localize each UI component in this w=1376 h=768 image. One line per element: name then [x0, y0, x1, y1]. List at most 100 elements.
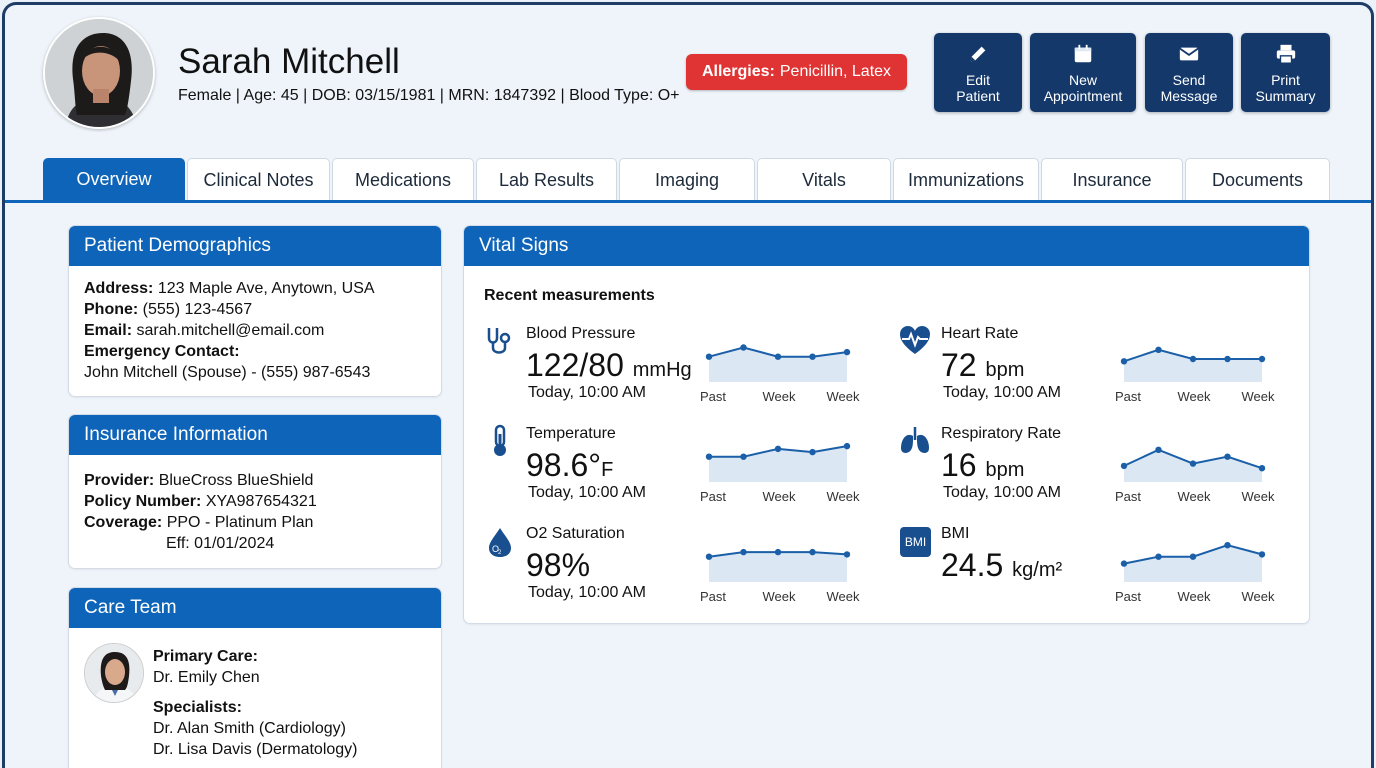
tab-overview[interactable]: Overview [43, 158, 185, 200]
print-summary-label-1: Print [1271, 72, 1300, 88]
policy-row: Policy Number: XYA987654321 [84, 491, 441, 512]
blood-pressure-trend-point-4 [809, 353, 816, 360]
blood-pressure-unit: mmHg [632, 359, 692, 381]
tab-medications[interactable]: Medications [332, 158, 474, 202]
coverage-row: Coverage: PPO - Platinum Plan [84, 512, 441, 533]
o2-saturation-axis-label-2: Week [763, 589, 796, 604]
coverage-value: PPO - Platinum Plan [166, 514, 314, 531]
temperature-unit: F [601, 459, 614, 481]
tab-lab-results[interactable]: Lab Results [476, 158, 617, 202]
edit-patient-button[interactable]: Edit Patient [934, 33, 1022, 112]
care-team-card: Care Team Primary Care: Dr. Emily Chen S… [68, 587, 442, 768]
blood-pressure-trend-point-3 [774, 353, 782, 360]
send-message-button[interactable]: Send Message [1145, 33, 1233, 112]
allergy-value: Penicillin, Latex [779, 63, 892, 80]
specialists-label-text: Specialists: [153, 699, 242, 716]
bmi-trend-point-5 [1258, 551, 1266, 558]
bmi-axis-label-2: Week [1178, 589, 1211, 604]
primary-care-label-text: Primary Care: [153, 648, 258, 665]
patient-avatar [43, 17, 155, 129]
doctor-avatar [84, 643, 144, 703]
thermometer-icon [494, 424, 506, 456]
emergency-value: John Mitchell (Spouse) - (555) 987-6543 [84, 364, 371, 381]
vitals-subtitle: Recent measurements [484, 287, 655, 304]
heart-rate-time: Today, 10:00 AM [943, 384, 1061, 401]
blood-pressure-value: 122/80 mmHg [526, 347, 692, 384]
respiratory-rate-axis-label-1: Past [1115, 489, 1141, 504]
heart-rate-value: 72 bpm [941, 347, 1024, 384]
provider-row: Provider: BlueCross BlueShield [84, 470, 441, 491]
respiratory-rate-trend-point-4 [1224, 453, 1231, 460]
temperature-trend-point-4 [809, 448, 816, 456]
emergency-label: Emergency Contact: [84, 343, 240, 360]
tab-vitals[interactable]: Vitals [757, 158, 891, 202]
respiratory-rate-axis-label-2: Week [1178, 489, 1211, 504]
respiratory-rate-trend-chart: Past Week Week [1115, 446, 1275, 504]
blood-pressure-trend-point-2 [740, 344, 747, 351]
print-summary-button[interactable]: Print Summary [1241, 33, 1330, 112]
o2-saturation-trend-area [709, 552, 847, 582]
temperature-title: Temperature [526, 425, 616, 442]
provider-value: BlueCross BlueShield [158, 472, 314, 489]
tab-documents[interactable]: Documents [1185, 158, 1330, 202]
lungs-icon [901, 427, 929, 453]
temperature-number: 98.6° [526, 447, 602, 483]
email-row: Email: sarah.mitchell@email.com [84, 320, 441, 341]
envelope-icon [1179, 47, 1199, 61]
o2-saturation-title: O2 Saturation [526, 525, 625, 542]
emergency-label-row: Emergency Contact: [84, 341, 441, 362]
temperature-trend-chart: Past Week Week [700, 442, 860, 504]
email-value: sarah.mitchell@email.com [136, 322, 325, 339]
vital-signs-card: Vital Signs Recent measurements Blood Pr… [463, 225, 1310, 624]
blood-pressure-axis-label-1: Past [700, 389, 726, 404]
heart-rate-trend-point-5 [1258, 355, 1266, 363]
blood-pressure-trend-point-1 [705, 353, 713, 360]
tab-imaging[interactable]: Imaging [619, 158, 755, 202]
new-appointment-button[interactable]: New Appointment [1030, 33, 1136, 112]
phone-value: (555) 123-4567 [142, 301, 253, 318]
patient-meta: Female | Age: 45 | DOB: 03/15/1981 | MRN… [178, 87, 680, 104]
heart-rate-axis-label-1: Past [1115, 389, 1141, 404]
tab-immunizations[interactable]: Immunizations [893, 158, 1039, 202]
o2-saturation-trend-point-2 [740, 548, 747, 556]
vital-signs-title: Vital Signs [464, 226, 1309, 266]
address-row: Address: 123 Maple Ave, Anytown, USA [84, 278, 441, 299]
effective-date: Eff: 01/01/2024 [166, 535, 275, 552]
bmi-number: 24.5 [941, 547, 1004, 583]
heart-pulse-icon [900, 326, 930, 354]
o2-saturation-time: Today, 10:00 AM [528, 584, 646, 601]
temperature-value: 98.6°F [526, 447, 613, 484]
demographics-card: Patient Demographics Address: 123 Maple … [68, 225, 442, 397]
tab-insurance[interactable]: Insurance [1041, 158, 1183, 202]
address-value: 123 Maple Ave, Anytown, USA [157, 280, 375, 297]
blood-pressure-axis-label-2: Week [763, 389, 796, 404]
svg-text:2: 2 [498, 550, 502, 556]
o2-saturation-trend-point-3 [774, 548, 782, 556]
temperature-axis-label-3: Week [827, 489, 860, 504]
svg-text:O: O [492, 544, 499, 554]
insurance-card: Insurance Information Provider: BlueCros… [68, 414, 442, 569]
respiratory-rate-trend-point-5 [1258, 465, 1266, 472]
heart-rate-axis-label-3: Week [1242, 389, 1275, 404]
heart-rate-title: Heart Rate [941, 325, 1019, 342]
pencil-icon [970, 46, 986, 62]
o2-saturation-trend-chart: Past Week Week [700, 548, 860, 604]
o2-saturation-number: 98% [526, 547, 591, 583]
temperature-trend-point-1 [705, 453, 713, 460]
o2-saturation-trend-point-4 [809, 548, 816, 556]
primary-care-label: Primary Care: [153, 646, 358, 667]
bmi-trend-point-4 [1224, 542, 1231, 549]
respiratory-rate-time: Today, 10:00 AM [943, 484, 1061, 501]
phone-label: Phone: [84, 301, 139, 318]
blood-pressure-time: Today, 10:00 AM [528, 384, 646, 401]
respiratory-rate-axis-label-3: Week [1242, 489, 1275, 504]
tab-clinical-notes[interactable]: Clinical Notes [187, 158, 330, 202]
bmi-axis-label-1: Past [1115, 589, 1141, 604]
specialist-2: Dr. Lisa Davis (Dermatology) [153, 741, 358, 758]
email-label: Email: [84, 322, 133, 339]
heart-rate-trend-point-2 [1155, 346, 1162, 353]
temperature-trend-point-5 [843, 442, 851, 450]
respiratory-rate-trend-point-2 [1155, 446, 1162, 453]
temperature-time: Today, 10:00 AM [528, 484, 646, 501]
bmi-icon: BMI [900, 527, 931, 557]
